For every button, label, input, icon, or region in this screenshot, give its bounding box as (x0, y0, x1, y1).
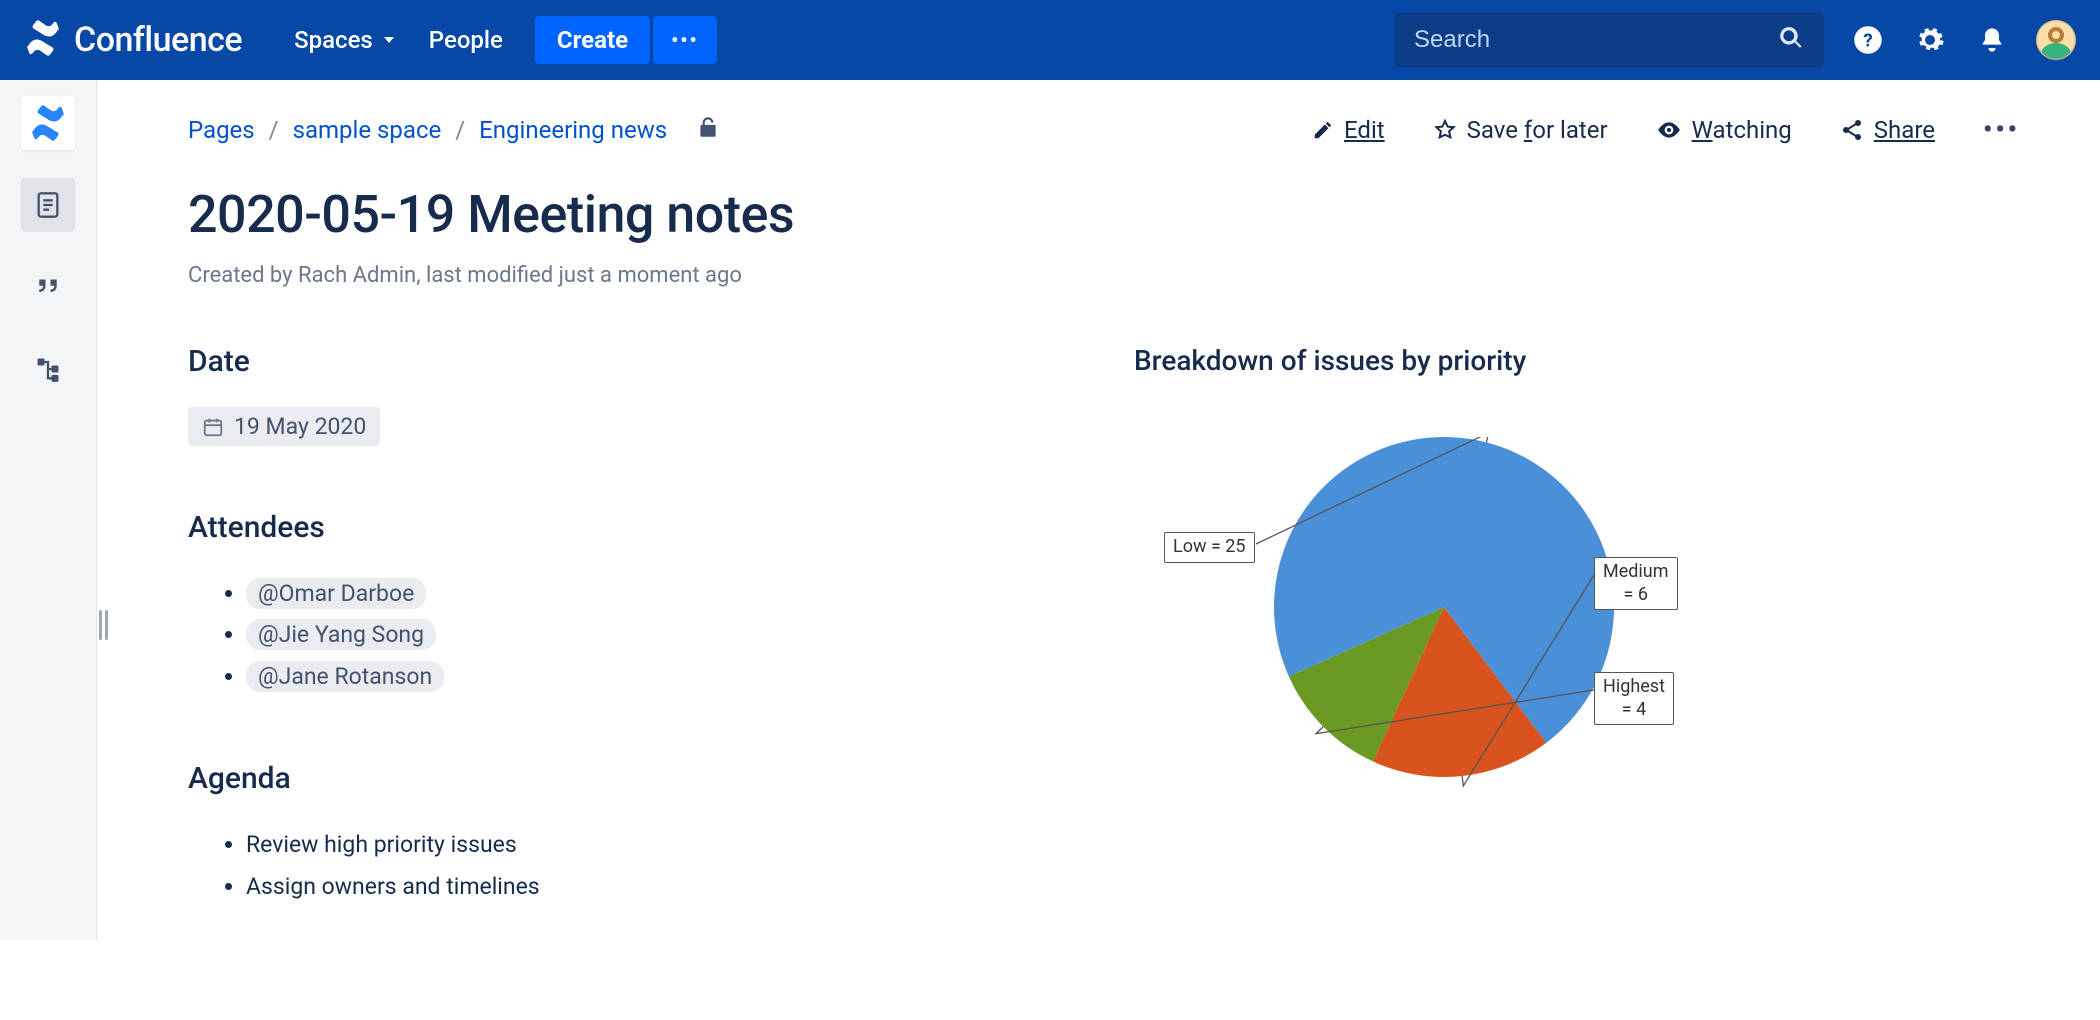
rail-tree[interactable] (21, 342, 75, 396)
pie-label: Highest= 4 (1594, 672, 1674, 725)
create-button[interactable]: Create (535, 16, 650, 64)
grip-icon (99, 610, 102, 640)
help-icon: ? (1853, 25, 1883, 55)
attendees-heading: Attendees (188, 510, 1074, 545)
tree-icon (34, 355, 62, 383)
svg-text:?: ? (1863, 29, 1872, 51)
breadcrumb-sep: / (455, 116, 465, 144)
gear-icon (1915, 25, 1945, 55)
chevron-down-icon (381, 26, 397, 54)
list-item: Review high priority issues (246, 824, 1074, 865)
nav-people-label: People (429, 26, 503, 54)
agenda-list: Review high priority issuesAssign owners… (188, 824, 1074, 907)
confluence-icon (24, 19, 62, 61)
page-byline: Created by Rach Admin, last modified jus… (188, 263, 2020, 288)
search-input[interactable] (1414, 26, 1778, 54)
watch-label: Watching (1692, 116, 1792, 144)
page-title: 2020-05-19 Meeting notes (188, 184, 2020, 245)
pie-chart: Low = 25 Medium= 6 Highest= 4 (1164, 437, 1724, 837)
pie-label: Medium= 6 (1594, 557, 1678, 610)
user-mention[interactable]: @Jie Yang Song (246, 619, 436, 650)
user-mention[interactable]: @Omar Darboe (246, 578, 426, 609)
date-badge: 19 May 2020 (188, 407, 380, 446)
page-actions: Edit Save for later Watching Share ••• (1312, 115, 2020, 145)
edit-action[interactable]: Edit (1312, 116, 1385, 144)
share-label: Share (1874, 116, 1935, 144)
notifications-button[interactable] (1974, 22, 2010, 58)
search-icon (1778, 25, 1804, 55)
pencil-icon (1312, 119, 1334, 141)
quote-icon (33, 272, 63, 302)
save-label: Save for later (1467, 116, 1608, 144)
sidebar-collapse-handle[interactable] (97, 80, 110, 1020)
nav-people[interactable]: People (413, 16, 519, 64)
breadcrumb-sep: / (269, 116, 279, 144)
help-button[interactable]: ? (1850, 22, 1886, 58)
content-right: Breakdown of issues by priority Low = 25… (1134, 344, 2020, 907)
bell-icon (1978, 26, 2006, 54)
breadcrumb-parent[interactable]: Engineering news (479, 116, 667, 144)
more-actions-button[interactable]: ••• (1983, 115, 2020, 145)
list-item: @Omar Darboe (246, 573, 1074, 614)
list-item: @Jane Rotanson (246, 656, 1074, 697)
save-action[interactable]: Save for later (1433, 116, 1608, 144)
eye-icon (1656, 117, 1682, 143)
nav-right: ? (1394, 13, 2076, 67)
rail-home[interactable] (21, 96, 75, 150)
confluence-icon (29, 104, 67, 142)
list-item: @Jie Yang Song (246, 614, 1074, 655)
user-mention[interactable]: @Jane Rotanson (246, 661, 444, 692)
watch-action[interactable]: Watching (1656, 116, 1792, 144)
date-value: 19 May 2020 (234, 413, 366, 440)
edit-label: Edit (1344, 116, 1385, 144)
nav-spaces[interactable]: Spaces (278, 16, 413, 64)
main-content: Pages / sample space / Engineering news … (110, 80, 2100, 940)
create-more-button[interactable]: ••• (653, 16, 717, 64)
breadcrumb: Pages / sample space / Engineering news (188, 114, 721, 146)
left-rail (0, 80, 97, 940)
attendees-list: @Omar Darboe @Jie Yang Song @Jane Rotanson (188, 573, 1074, 697)
breadcrumb-space[interactable]: sample space (293, 116, 442, 144)
rail-pages[interactable] (21, 178, 75, 232)
rail-blog[interactable] (21, 260, 75, 314)
product-name: Confluence (74, 20, 242, 60)
restrictions-icon[interactable] (695, 114, 721, 146)
breadcrumb-root[interactable]: Pages (188, 116, 255, 144)
top-nav: Confluence Spaces People Create ••• ? (0, 0, 2100, 80)
page-icon (34, 191, 62, 219)
share-action[interactable]: Share (1840, 116, 1935, 144)
nav-spaces-label: Spaces (294, 26, 373, 54)
pie-label: Low = 25 (1164, 532, 1255, 563)
star-icon (1433, 118, 1457, 142)
settings-button[interactable] (1912, 22, 1948, 58)
agenda-heading: Agenda (188, 761, 1074, 796)
date-heading: Date (188, 344, 1074, 379)
user-avatar[interactable] (2036, 20, 2076, 60)
list-item: Assign owners and timelines (246, 866, 1074, 907)
share-icon (1840, 118, 1864, 142)
product-logo[interactable]: Confluence (24, 19, 242, 61)
content-left: Date 19 May 2020 Attendees @Omar Darboe@… (188, 344, 1074, 907)
chart-title: Breakdown of issues by priority (1134, 344, 2020, 377)
calendar-icon (202, 416, 224, 438)
search-box[interactable] (1394, 13, 1824, 67)
